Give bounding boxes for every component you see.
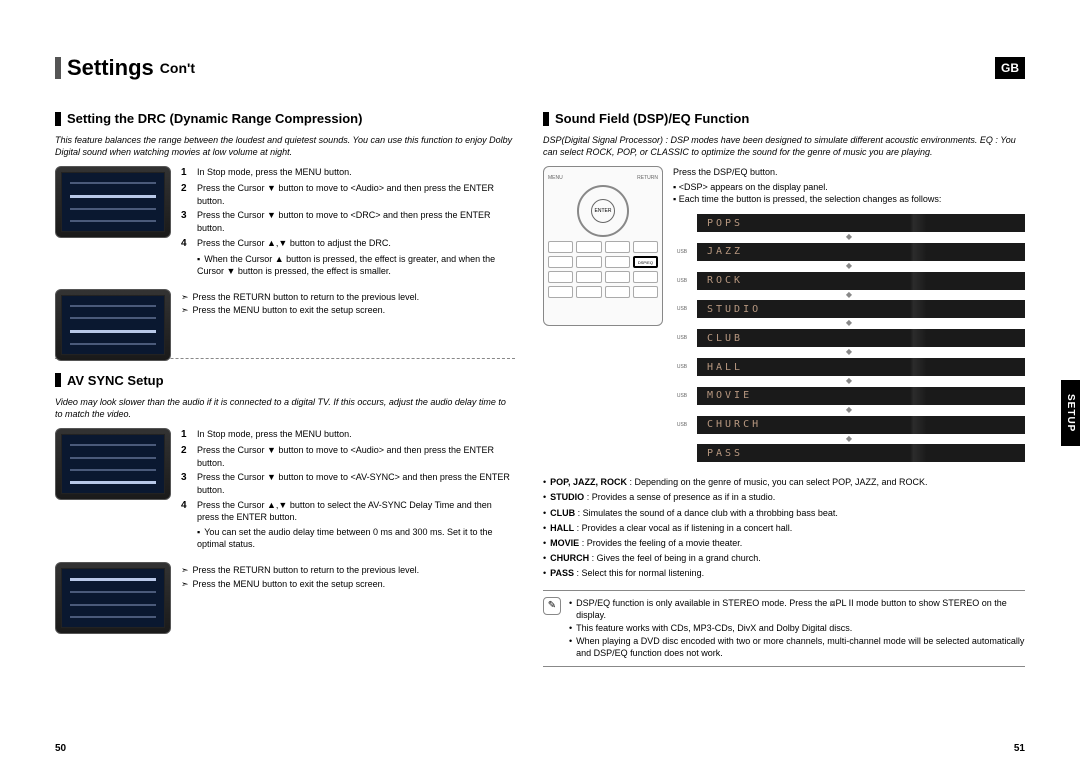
sub-title: Con't: [160, 60, 195, 76]
language-badge: GB: [995, 57, 1025, 79]
dsp-mode-stack: POPS ◆ USBJAZZ ◆ USBROCK ◆ USBSTUDIO ◆ U…: [673, 214, 1025, 462]
dsp-main-step: Press the DSP/EQ button.: [673, 166, 1025, 179]
main-title: Settings: [67, 55, 154, 81]
page-num-right: 51: [1014, 743, 1025, 754]
drc-intro: This feature balances the range between …: [55, 134, 515, 158]
drc-notes: Press the RETURN button to return to the…: [181, 291, 515, 318]
section-accent-bar: [543, 112, 549, 126]
avsync-steps: 1In Stop mode, press the MENU button. 2P…: [181, 428, 515, 552]
drc-screenshot-2: [55, 289, 171, 361]
avsync-section-title: AV SYNC Setup: [67, 373, 164, 388]
page-num-left: 50: [55, 743, 66, 754]
section-accent-bar: [55, 373, 61, 387]
remote-diagram: MENURETURN ENTER DSP/EQ: [543, 166, 663, 326]
dspeq-button-highlight: DSP/EQ: [633, 256, 658, 268]
drc-section-title: Setting the DRC (Dynamic Range Compressi…: [67, 111, 362, 126]
dsp-section-title: Sound Field (DSP)/EQ Function: [555, 111, 749, 126]
avsync-screenshot-2: [55, 562, 171, 634]
avsync-screenshot-1: [55, 428, 171, 500]
title-accent-bar: [55, 57, 61, 79]
note-icon: ✎: [543, 597, 561, 615]
avsync-intro: Video may look slower than the audio if …: [55, 396, 515, 420]
dsp-note-box: ✎ DSP/EQ function is only available in S…: [543, 590, 1025, 668]
dsp-bullets: ▪ <DSP> appears on the display panel. ▪ …: [673, 181, 1025, 206]
dsp-descriptions: POP, JAZZ, ROCK : Depending on the genre…: [543, 476, 1025, 579]
avsync-notes: Press the RETURN button to return to the…: [181, 564, 515, 591]
dsp-intro: DSP(Digital Signal Processor) : DSP mode…: [543, 134, 1025, 158]
section-accent-bar: [55, 112, 61, 126]
side-tab: SETUP: [1061, 380, 1080, 446]
page-numbers: 50 51: [55, 743, 1025, 754]
drc-steps: 1In Stop mode, press the MENU button. 2P…: [181, 166, 515, 279]
page-title-area: Settings Con't: [55, 55, 195, 81]
drc-screenshot-1: [55, 166, 171, 238]
